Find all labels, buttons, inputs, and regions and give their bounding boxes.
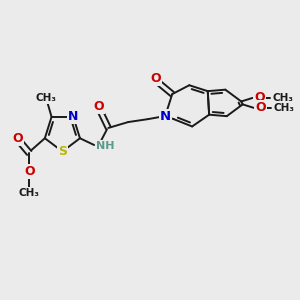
- Text: CH₃: CH₃: [19, 188, 40, 198]
- Text: O: O: [24, 165, 34, 178]
- Text: O: O: [255, 101, 266, 114]
- Text: S: S: [58, 145, 67, 158]
- Text: O: O: [93, 100, 104, 113]
- Text: CH₃: CH₃: [272, 93, 293, 103]
- Text: NH: NH: [96, 141, 114, 151]
- Text: N: N: [160, 110, 171, 123]
- Text: O: O: [151, 72, 161, 85]
- Text: O: O: [13, 132, 23, 145]
- Text: CH₃: CH₃: [274, 103, 295, 113]
- Text: N: N: [68, 110, 78, 123]
- Text: CH₃: CH₃: [35, 93, 56, 103]
- Text: O: O: [254, 92, 265, 104]
